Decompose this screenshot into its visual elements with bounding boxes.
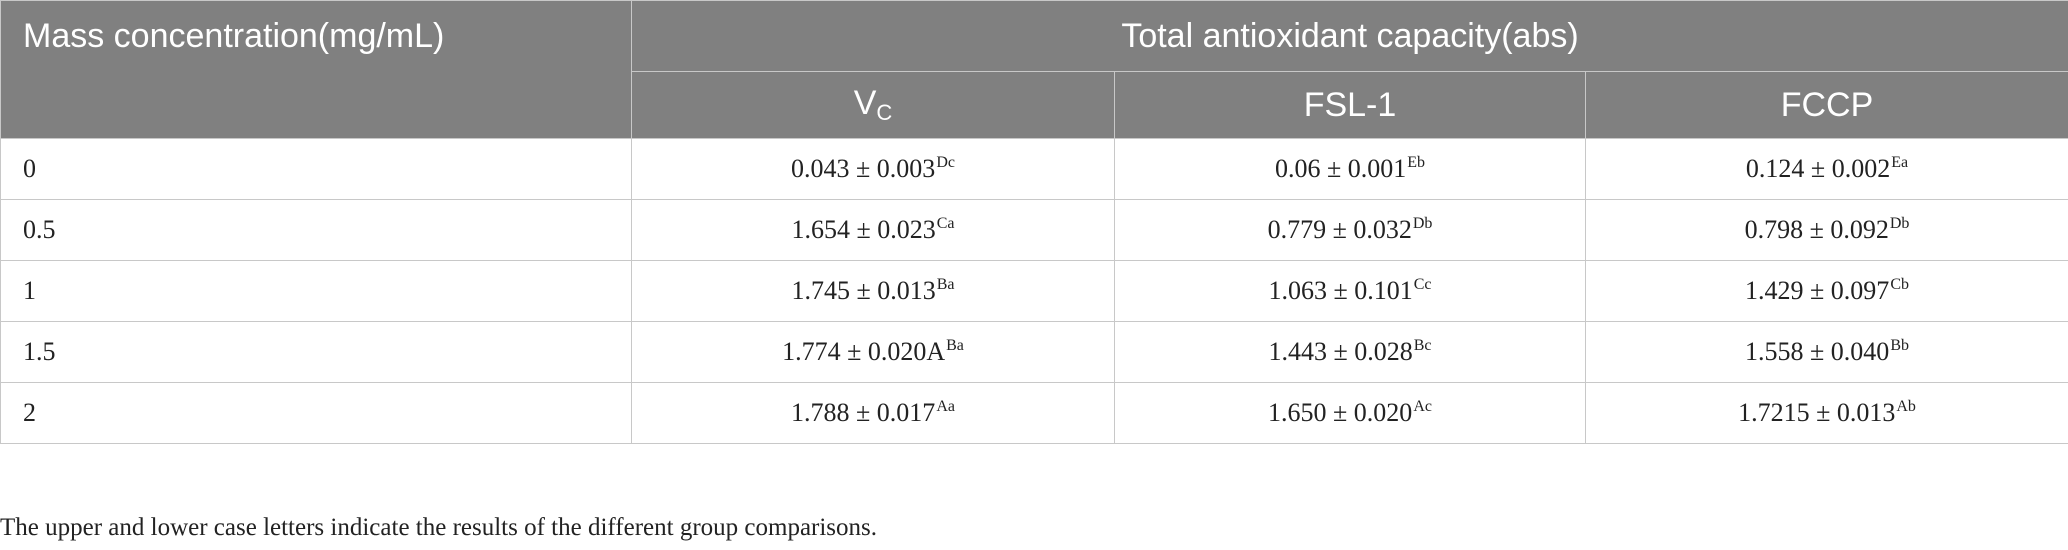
table-row: 1 1.745 ± 0.013Ba 1.063 ± 0.101Cc 1.429 … xyxy=(0,260,2068,322)
table-row: 0.5 1.654 ± 0.023Ca 0.779 ± 0.032Db 0.79… xyxy=(0,199,2068,261)
cell-value: 1.429 ± 0.097 xyxy=(1745,276,1890,305)
cell-superscript: Ac xyxy=(1413,398,1432,415)
cell-value: 0.779 ± 0.032 xyxy=(1267,215,1412,244)
table-cell: 0.124 ± 0.002Ea xyxy=(1584,138,2068,200)
table-cell: 1.745 ± 0.013Ba xyxy=(631,260,1115,322)
row-label: 0.5 xyxy=(0,199,632,261)
table-row: 0 0.043 ± 0.003Dc 0.06 ± 0.001Eb 0.124 ±… xyxy=(0,138,2068,200)
column-header-vc-main: V xyxy=(853,84,877,122)
table-cell: 0.779 ± 0.032Db xyxy=(1114,199,1586,261)
cell-superscript: Eb xyxy=(1407,154,1426,171)
cell-superscript: Db xyxy=(1412,215,1433,232)
table-cell: 1.774 ± 0.020ABa xyxy=(631,321,1115,383)
column-header-vc: VC xyxy=(631,71,1115,139)
cell-value: 0.043 ± 0.003 xyxy=(791,154,936,183)
cell-superscript: Bc xyxy=(1413,337,1432,354)
cell-value: 1.788 ± 0.017 xyxy=(791,398,936,427)
cell-superscript: Cc xyxy=(1413,276,1432,293)
table-cell: 1.654 ± 0.023Ca xyxy=(631,199,1115,261)
stub-header: Mass concentration(mg/mL) xyxy=(0,0,632,139)
table-cell: 1.558 ± 0.040Bb xyxy=(1584,321,2068,383)
header-row-group: Mass concentration(mg/mL) Total antioxid… xyxy=(0,0,2068,139)
cell-superscript: Bb xyxy=(1890,337,1909,354)
cell-value: 1.063 ± 0.101 xyxy=(1268,276,1413,305)
column-header-fccp: FCCP xyxy=(1584,71,2068,139)
row-label: 1 xyxy=(0,260,632,322)
table-footnote: The upper and lower case letters indicat… xyxy=(0,514,878,541)
row-label: 1.5 xyxy=(0,321,632,383)
table-cell: 1.7215 ± 0.013Ab xyxy=(1584,382,2068,444)
header-row-columns: VC FSL-1 FCCP xyxy=(1,71,2068,139)
cell-value: 1.443 ± 0.028 xyxy=(1268,337,1413,366)
table-cell: 0.06 ± 0.001Eb xyxy=(1114,138,1586,200)
cell-value: 0.124 ± 0.002 xyxy=(1745,154,1891,183)
cell-superscript: Ba xyxy=(936,276,955,293)
column-header-vc-sub: C xyxy=(876,100,893,125)
cell-value: 1.650 ± 0.020 xyxy=(1268,398,1413,427)
antioxidant-table-container: Mass concentration(mg/mL) Total antioxid… xyxy=(0,0,2068,444)
cell-value: 1.558 ± 0.040 xyxy=(1745,337,1890,366)
cell-value: 0.798 ± 0.092 xyxy=(1744,215,1889,244)
table-row: 2 1.788 ± 0.017Aa 1.650 ± 0.020Ac 1.7215… xyxy=(0,382,2068,444)
cell-superscript: Cb xyxy=(1890,276,1909,293)
cell-superscript: Dc xyxy=(936,154,955,171)
group-header: Total antioxidant capacity(abs) xyxy=(630,0,2068,72)
table-cell: 1.063 ± 0.101Cc xyxy=(1114,260,1586,322)
column-header-fsl1-main: FSL-1 xyxy=(1303,85,1397,124)
table-cell: 0.798 ± 0.092Db xyxy=(1584,199,2068,261)
cell-superscript: Ba xyxy=(946,337,964,354)
antioxidant-table: Mass concentration(mg/mL) Total antioxid… xyxy=(0,0,2068,444)
cell-value: 1.654 ± 0.023 xyxy=(791,215,936,244)
cell-value: 1.774 ± 0.020A xyxy=(782,337,946,366)
cell-superscript: Ab xyxy=(1896,398,1916,415)
cell-superscript: Ca xyxy=(936,215,955,232)
cell-value: 0.06 ± 0.001 xyxy=(1274,154,1407,183)
row-label: 2 xyxy=(0,382,632,444)
column-header-fccp-main: FCCP xyxy=(1780,85,1874,124)
cell-superscript: Db xyxy=(1889,215,1910,232)
table-row: 1.5 1.774 ± 0.020ABa 1.443 ± 0.028Bc 1.5… xyxy=(0,321,2068,383)
table-cell: 0.043 ± 0.003Dc xyxy=(631,138,1115,200)
cell-superscript: Aa xyxy=(936,398,955,415)
table-cell: 1.443 ± 0.028Bc xyxy=(1114,321,1586,383)
cell-value: 1.745 ± 0.013 xyxy=(791,276,936,305)
table-cell: 1.429 ± 0.097Cb xyxy=(1584,260,2068,322)
table-cell: 1.788 ± 0.017Aa xyxy=(631,382,1115,444)
column-header-fsl1: FSL-1 xyxy=(1114,71,1586,139)
cell-value: 1.7215 ± 0.013 xyxy=(1738,398,1896,427)
table-cell: 1.650 ± 0.020Ac xyxy=(1114,382,1586,444)
cell-superscript: Ea xyxy=(1891,154,1909,171)
row-label: 0 xyxy=(0,138,632,200)
